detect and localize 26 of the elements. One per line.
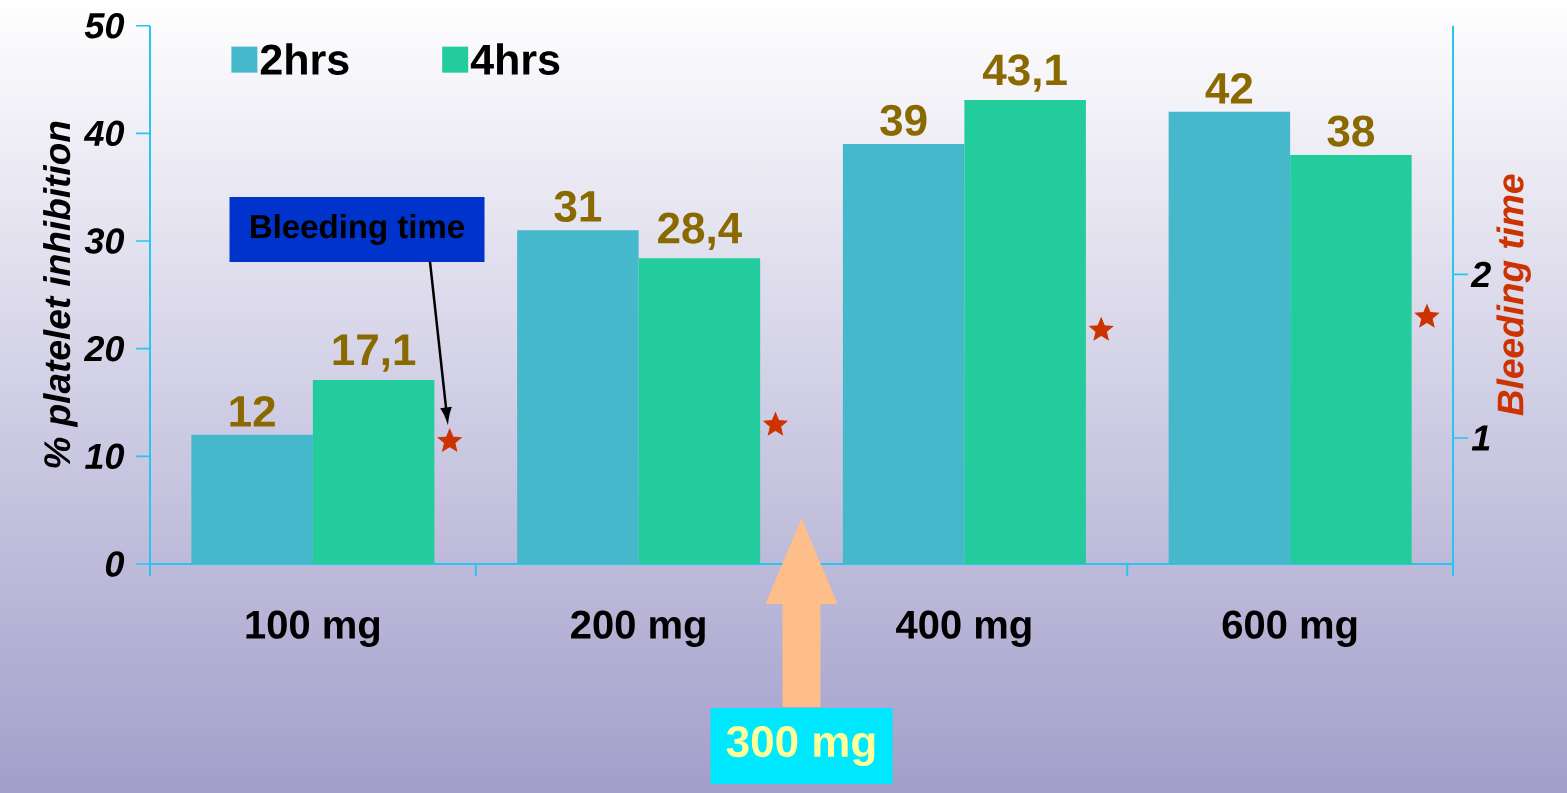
x-tick-label: 600 mg [1222, 610, 1357, 647]
x-tick-label: 400 mg [896, 610, 1031, 647]
data-label: 39 [880, 104, 927, 136]
data-label: 42 [1205, 72, 1253, 104]
y2-axis-title: Bleeding time [1496, 174, 1531, 416]
annotation: Bleeding time [251, 214, 465, 245]
text: 300 mg [726, 725, 875, 767]
y-tick-label: 20 [83, 335, 125, 362]
y2-tick-label: 2 [1470, 261, 1491, 287]
data-label: 38 [1327, 115, 1375, 147]
data-label: 31 [554, 190, 602, 223]
y-tick-label: 0 [105, 551, 125, 577]
data-label: 28,4 [658, 212, 742, 251]
y-axis-title: % platelet inhibition [43, 121, 78, 468]
x-tick-label: 100 mg [246, 610, 380, 647]
y2-tick-label: 1 [1471, 425, 1490, 451]
legend-label: 4hrs [470, 43, 560, 75]
y-tick-label: 50 [84, 12, 125, 39]
y-tick-label: 10 [85, 443, 125, 470]
x-tick-label: 200 mg [571, 610, 705, 647]
y-tick-label: 40 [83, 120, 125, 147]
legend-label: 2hrs [260, 43, 349, 75]
data-label: 12 [230, 395, 275, 427]
data-label: 17,1 [333, 334, 416, 372]
y-tick-label: 30 [84, 228, 125, 254]
data-label: 43,1 [982, 54, 1067, 92]
